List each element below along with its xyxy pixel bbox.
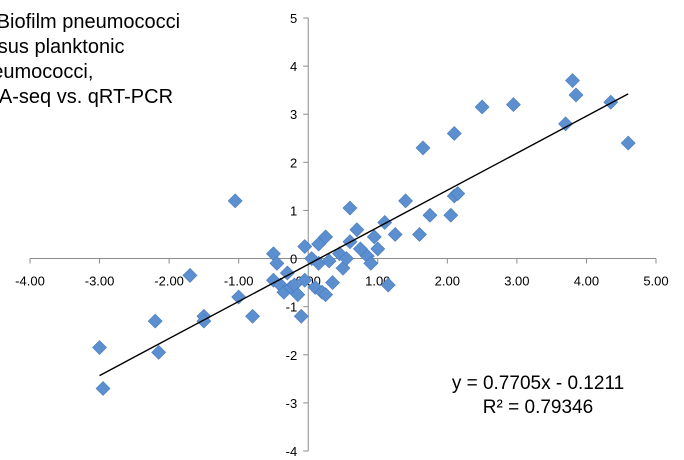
data-point bbox=[321, 253, 337, 269]
data-point bbox=[227, 193, 243, 209]
y-tick-label: 3 bbox=[290, 107, 297, 122]
y-tick-label: 0 bbox=[290, 252, 297, 267]
trendline-group bbox=[99, 93, 629, 377]
data-point bbox=[450, 186, 466, 202]
data-point bbox=[297, 272, 313, 288]
x-tick-label: -3.00 bbox=[85, 274, 115, 289]
x-tick-label: -4.00 bbox=[15, 274, 45, 289]
chart-title: A) Biofilm pneumococci versus planktonic… bbox=[0, 10, 270, 110]
data-point bbox=[443, 207, 459, 223]
y-tick-label: -2 bbox=[286, 348, 298, 363]
data-point bbox=[325, 275, 340, 291]
title-text: versus planktonic bbox=[0, 36, 125, 58]
trendline bbox=[99, 93, 629, 377]
data-point bbox=[279, 265, 295, 281]
data-point bbox=[380, 277, 396, 293]
y-tick-label: -1 bbox=[286, 300, 298, 315]
data-point bbox=[147, 313, 163, 329]
x-tick-label: -2.00 bbox=[154, 274, 184, 289]
data-point bbox=[412, 227, 427, 242]
data-point bbox=[92, 340, 107, 355]
title-line: RNA-seq vs. qRT-PCR bbox=[0, 85, 270, 110]
data-point bbox=[446, 126, 462, 141]
y-tick-label: -4 bbox=[286, 444, 298, 459]
data-point bbox=[339, 251, 354, 266]
y-tick-label: -3 bbox=[286, 396, 298, 411]
x-tick-label: -1.00 bbox=[224, 274, 254, 289]
data-point bbox=[182, 267, 198, 283]
x-tick-label: 4.00 bbox=[574, 274, 599, 289]
data-point bbox=[95, 381, 111, 396]
data-point bbox=[415, 140, 431, 156]
data-point bbox=[151, 344, 167, 360]
y-tick-label: 4 bbox=[290, 59, 297, 74]
x-tick-label: 3.00 bbox=[504, 274, 529, 289]
data-point bbox=[290, 287, 306, 303]
data-point bbox=[603, 94, 619, 110]
r-squared-label: R² = 0.79346 bbox=[482, 397, 594, 418]
title-line: versus planktonic bbox=[0, 35, 270, 60]
title-line: pneumococci, bbox=[0, 60, 270, 85]
data-point bbox=[366, 229, 382, 245]
title-text: Biofilm pneumococci bbox=[0, 11, 181, 33]
data-point bbox=[318, 229, 334, 245]
trendline-equation-block: y = 0.7705x - 0.1211 R² = 0.79346 bbox=[418, 372, 658, 420]
x-tick-label: 5.00 bbox=[643, 274, 668, 289]
data-point bbox=[568, 87, 584, 103]
y-tick-label: 2 bbox=[290, 155, 297, 170]
data-point bbox=[474, 99, 490, 115]
data-point bbox=[293, 308, 309, 324]
y-tick-label: 5 bbox=[290, 11, 297, 26]
y-tick-label: 1 bbox=[290, 203, 297, 218]
data-point bbox=[370, 241, 386, 257]
data-point bbox=[565, 73, 580, 88]
data-point bbox=[231, 289, 247, 305]
x-tick-label: 2.00 bbox=[435, 274, 460, 289]
data-point bbox=[398, 193, 414, 209]
title-text: RNA-seq vs. qRT-PCR bbox=[0, 86, 174, 108]
data-point bbox=[620, 135, 636, 151]
data-point bbox=[558, 116, 574, 132]
data-point bbox=[377, 215, 393, 230]
data-points bbox=[92, 73, 636, 396]
data-point bbox=[387, 227, 403, 242]
trendline-equation: y = 0.7705x - 0.1211 bbox=[451, 373, 625, 394]
data-point bbox=[349, 222, 365, 238]
data-point bbox=[297, 239, 313, 254]
data-point bbox=[363, 255, 379, 271]
data-point bbox=[342, 200, 358, 216]
data-point bbox=[422, 207, 438, 223]
title-text: pneumococci, bbox=[0, 61, 94, 83]
data-point bbox=[245, 308, 261, 324]
data-point bbox=[269, 255, 285, 271]
title-line: A) Biofilm pneumococci bbox=[0, 10, 270, 35]
data-point bbox=[318, 287, 334, 303]
data-point bbox=[505, 97, 521, 113]
